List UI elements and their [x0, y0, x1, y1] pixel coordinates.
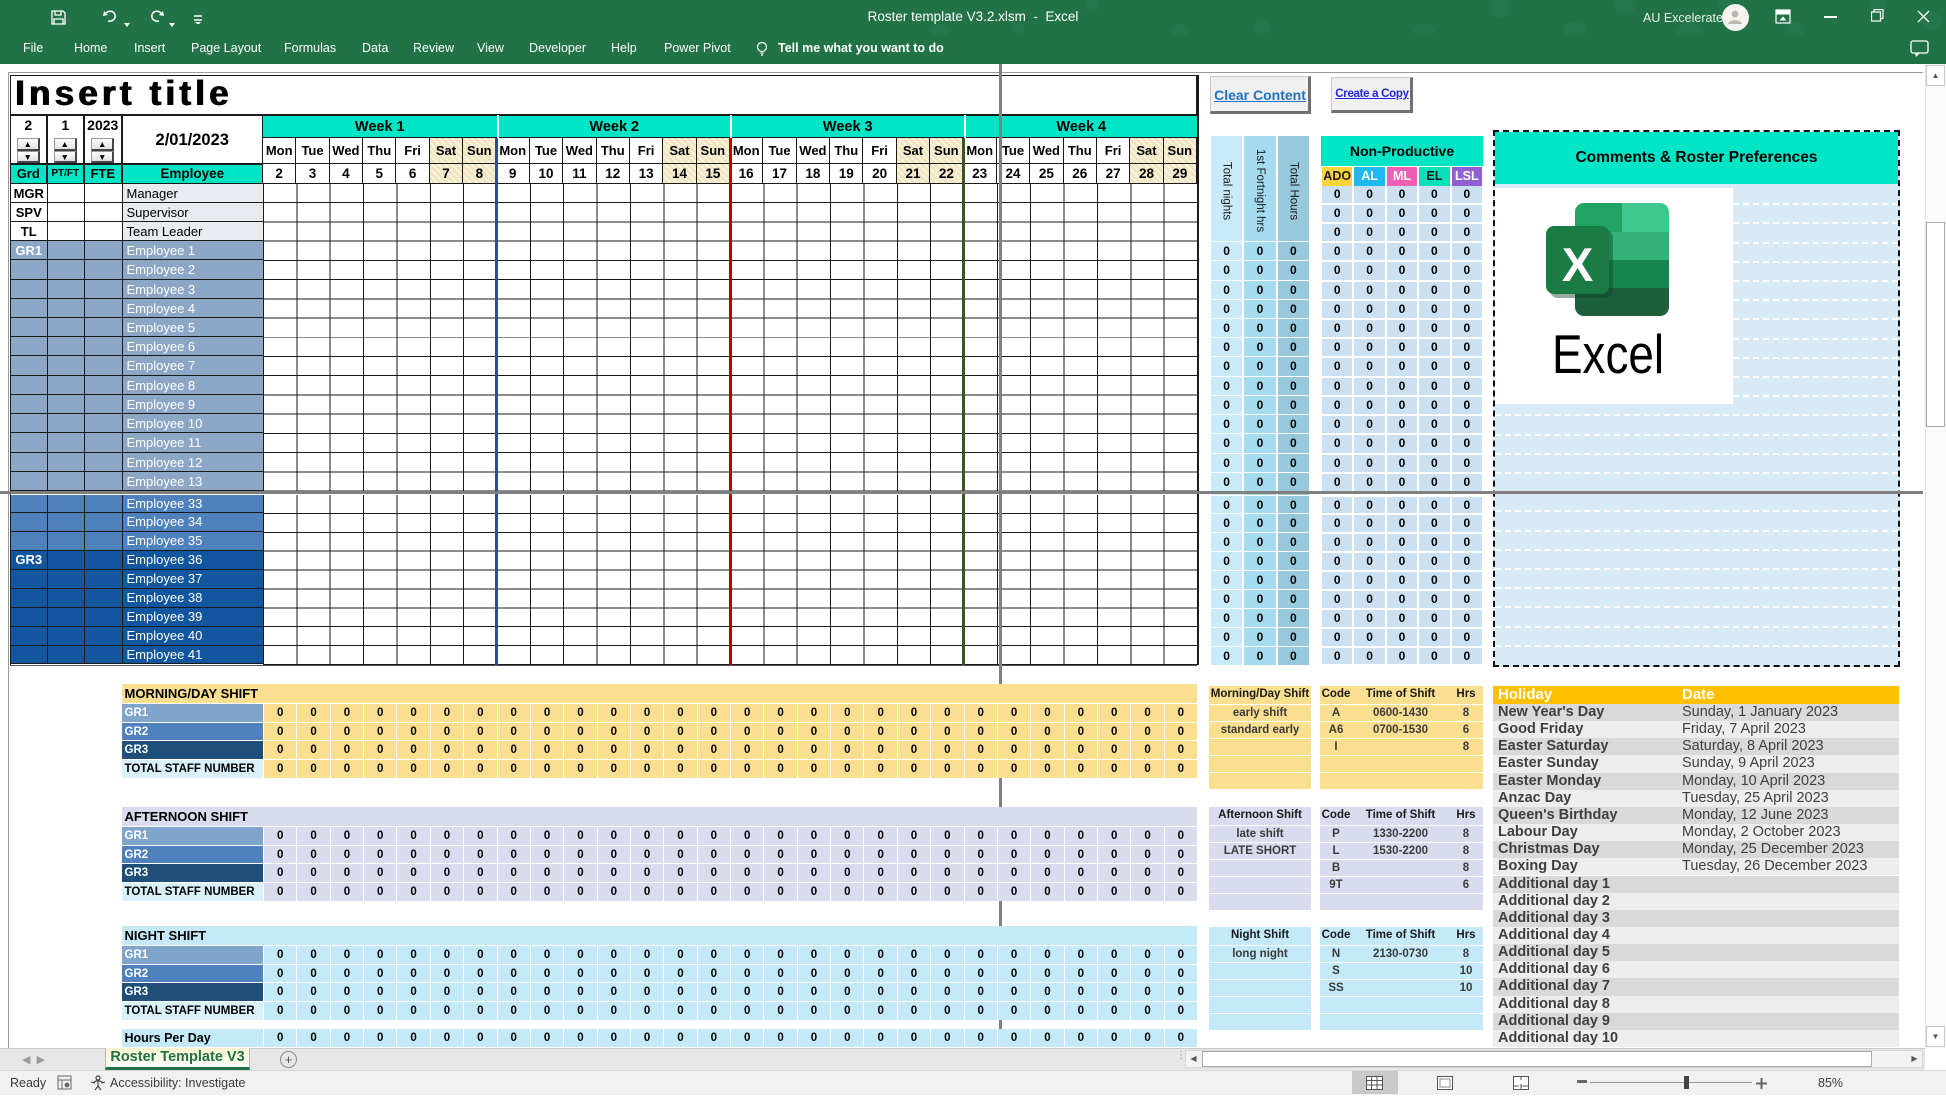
svg-text:Excel: Excel [1552, 323, 1664, 385]
svg-text:X: X [1562, 238, 1593, 291]
